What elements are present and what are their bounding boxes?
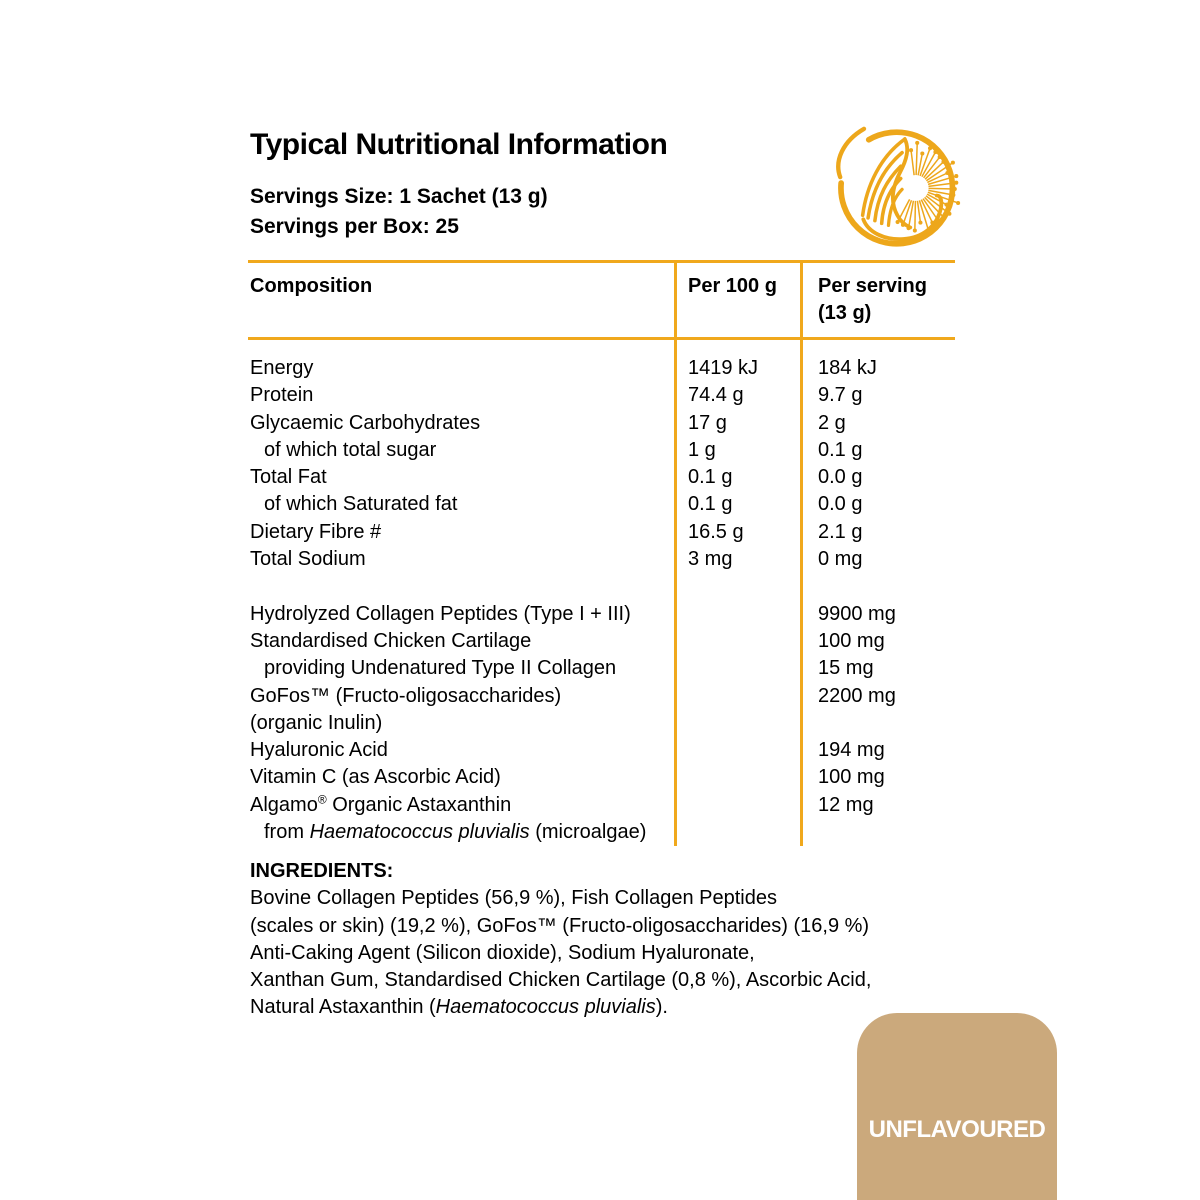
table-header: Composition Per 100 g Per serving (13 g) [248, 263, 955, 340]
row-per-100g-value [674, 628, 800, 655]
row-per-100g-value: 3 mg [688, 548, 733, 571]
table-row: (organic Inulin) [248, 710, 955, 737]
row-per-serving-value: 9.7 g [818, 384, 863, 407]
column-header-per-serving-line2: (13 g) [818, 302, 872, 324]
table-row: from Haematococcus pluvialis (microalgae… [248, 819, 955, 846]
row-label: Glycaemic Carbohydrates [250, 411, 481, 434]
table-row: Energy 1419 kJ 184 kJ [248, 355, 955, 382]
row-per-100g-value: 1419 kJ [688, 357, 759, 379]
row-per-serving-value [800, 710, 955, 737]
table-column-divider [674, 263, 677, 846]
row-label: Vitamin C (as Ascorbic Acid) [250, 766, 501, 789]
row-label: Hydrolyzed Collagen Peptides (Type I + I… [250, 602, 631, 625]
table-row: Algamo® Organic Astaxanthin 12 mg [248, 792, 955, 819]
row-label: Protein [250, 384, 314, 407]
row-per-serving-value: 0.1 g [818, 438, 863, 461]
serving-size-line: Servings Size: 1 Sachet (13 g) [250, 185, 548, 208]
servings-per-box-line: Servings per Box: 25 [250, 215, 459, 238]
row-per-100g-value [674, 819, 800, 846]
row-per-serving-value: 9900 mg [818, 602, 896, 625]
table-row: of which Saturated fat 0.1 g 0.0 g [248, 491, 955, 518]
row-per-100g-value: 74.4 g [688, 384, 744, 407]
column-header-composition: Composition [250, 275, 373, 297]
column-header-per-serving-line1: Per serving [818, 275, 927, 297]
table-row: of which total sugar 1 g 0.1 g [248, 437, 955, 464]
table-row: Total Sodium 3 mg 0 mg [248, 546, 955, 573]
row-label: Algamo® Organic Astaxanthin [250, 792, 512, 816]
table-row: Hydrolyzed Collagen Peptides (Type I + I… [248, 601, 955, 628]
row-per-100g-value [674, 737, 800, 764]
table-body: Energy 1419 kJ 184 kJ Protein 74.4 g 9.7 g Gly… [248, 340, 955, 846]
row-per-100g-value [674, 792, 800, 819]
ingredients-line: Natural Astaxanthin (Haematococcus pluvi… [250, 996, 668, 1019]
ingredients-line: (scales or skin) (19,2 %), GoFos™ (Fruct… [250, 914, 870, 937]
row-per-100g-value [674, 683, 800, 710]
row-per-serving-value: 2 g [818, 411, 846, 434]
row-per-100g-value [674, 710, 800, 737]
row-per-serving-value: 100 mg [818, 766, 885, 789]
row-label: Total Fat [250, 466, 327, 489]
badge-label: UNFLAVOURED [868, 1116, 1046, 1143]
table-row: GoFos™ (Fructo-oligosaccharides) 2200 mg [248, 683, 955, 710]
column-header-per-100g: Per 100 g [688, 275, 777, 297]
row-per-serving-value [800, 819, 955, 846]
ingredients-lines: Bovine Collagen Peptides (56,9 %), Fish … [250, 885, 871, 1021]
table-row: providing Undenatured Type II Collagen 15… [248, 655, 955, 682]
table-spacer-row [248, 573, 955, 600]
row-per-100g-value [674, 601, 800, 628]
row-label: Hyaluronic Acid [250, 739, 388, 762]
row-per-serving-value: 15 mg [818, 657, 874, 680]
row-per-100g-value: 17 g [688, 411, 727, 434]
table-row: Standardised Chicken Cartilage 100 mg [248, 628, 955, 655]
ingredients-line: Bovine Collagen Peptides (56,9 %), Fish … [250, 887, 777, 910]
row-per-serving-value: 2200 mg [818, 684, 896, 707]
page-title: Typical Nutritional Information [250, 128, 668, 161]
table-column-divider [800, 263, 803, 846]
nutrition-table: Composition Per 100 g Per serving (13 g)… [248, 260, 955, 846]
row-label: Standardised Chicken Cartilage [250, 629, 532, 652]
table-row: Vitamin C (as Ascorbic Acid) 100 mg [248, 764, 955, 791]
row-per-serving-value: 184 kJ [818, 357, 877, 379]
table-row: Total Fat 0.1 g 0.0 g [248, 464, 955, 491]
table-row: Hyaluronic Acid 194 mg [248, 737, 955, 764]
row-per-100g-value: 16.5 g [688, 520, 744, 543]
ingredients-section: INGREDIENTS: Bovine Collagen Peptides (5… [250, 858, 871, 1022]
row-label: from Haematococcus pluvialis (microalgae… [264, 821, 647, 844]
row-label: Dietary Fibre # [250, 520, 382, 543]
row-per-serving-value: 2.1 g [818, 520, 863, 543]
column-header-per-serving: Per serving (13 g) [800, 273, 955, 337]
row-per-100g-value: 0.1 g [688, 493, 733, 516]
row-label: (organic Inulin) [250, 711, 383, 734]
row-per-serving-value: 0 mg [818, 548, 863, 571]
swan-dandelion-logo-icon [836, 126, 961, 247]
row-per-100g-value: 1 g [688, 438, 716, 461]
ingredients-line: Anti-Caking Agent (Silicon dioxide), Sod… [250, 941, 755, 964]
row-per-serving-value: 100 mg [818, 629, 885, 652]
row-per-100g-value [674, 655, 800, 682]
row-per-serving-value: 12 mg [818, 793, 874, 816]
unflavoured-badge: UNFLAVOURED [857, 1013, 1057, 1200]
row-label: Total Sodium [250, 548, 366, 571]
row-label: Energy [250, 357, 314, 379]
row-label: GoFos™ (Fructo-oligosaccharides) [250, 684, 562, 707]
table-row: Protein 74.4 g 9.7 g [248, 382, 955, 409]
row-per-serving-value: 194 mg [818, 739, 885, 762]
row-label: of which total sugar [264, 438, 437, 461]
table-row: Dietary Fibre # 16.5 g 2.1 g [248, 519, 955, 546]
row-per-serving-value: 0.0 g [818, 493, 863, 516]
ingredients-heading: INGREDIENTS: [250, 860, 394, 882]
row-per-100g-value [674, 764, 800, 791]
row-per-serving-value: 0.0 g [818, 466, 863, 489]
row-label: of which Saturated fat [264, 493, 458, 516]
row-label: providing Undenatured Type II Collagen [264, 657, 617, 680]
row-per-100g-value: 0.1 g [688, 466, 733, 489]
ingredients-line: Xanthan Gum, Standardised Chicken Cartil… [250, 969, 872, 992]
table-row: Glycaemic Carbohydrates 17 g 2 g [248, 410, 955, 437]
